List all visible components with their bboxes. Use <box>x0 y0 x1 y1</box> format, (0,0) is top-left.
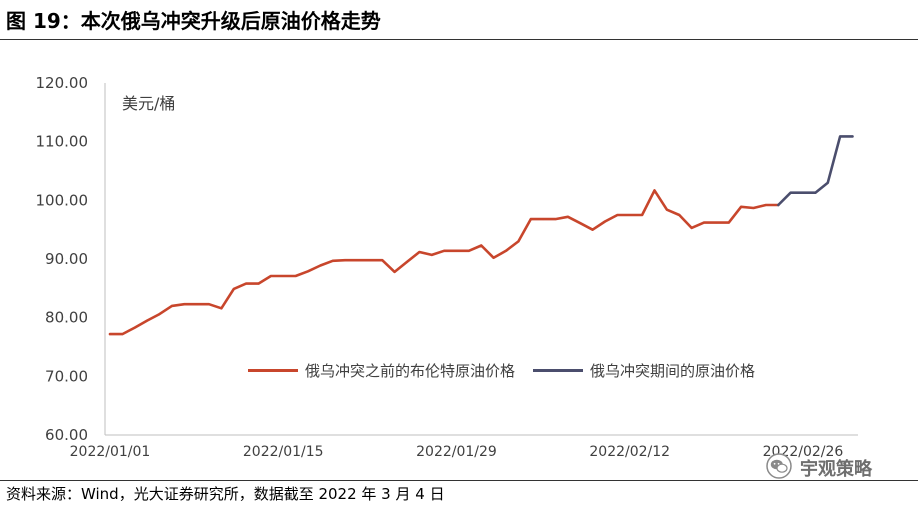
data-point <box>802 191 804 194</box>
data-point <box>319 264 322 267</box>
series-line-pre-conflict <box>108 189 780 336</box>
data-point <box>381 259 384 262</box>
y-tick-label: 100.00 <box>36 191 89 209</box>
y-tick-label: 120.00 <box>36 74 89 92</box>
data-point <box>307 270 309 273</box>
data-point <box>368 259 371 262</box>
legend-label-during-conflict: 俄乌冲突期间的原油价格 <box>590 361 756 380</box>
x-tick-label: 2022/01/15 <box>243 444 324 460</box>
y-tick-label: 60.00 <box>45 426 88 444</box>
data-point <box>690 226 693 229</box>
data-point <box>529 218 532 221</box>
wechat-icon <box>766 453 792 483</box>
watermark-text: 宇观策略 <box>800 459 872 480</box>
data-point <box>826 181 829 184</box>
x-tick-label: 2022/01/01 <box>70 444 151 460</box>
y-tick-label: 110.00 <box>36 133 89 151</box>
data-point <box>245 282 248 285</box>
data-point <box>269 275 272 277</box>
y-tick-label: 70.00 <box>45 367 88 385</box>
data-point <box>257 282 260 285</box>
data-point <box>146 319 149 322</box>
figure-title: 图 19：本次俄乌冲突升级后原油价格走势 <box>6 9 381 33</box>
y-tick-label: 80.00 <box>45 309 88 327</box>
data-point <box>616 214 619 216</box>
data-point <box>195 303 198 306</box>
data-point <box>467 249 470 252</box>
data-point <box>604 220 606 223</box>
legend-swatch-during-conflict <box>533 368 583 372</box>
data-point <box>294 275 297 277</box>
data-point <box>183 303 186 306</box>
data-point <box>393 270 396 273</box>
data-point <box>764 204 767 206</box>
data-point <box>715 221 718 224</box>
legend-item-pre-conflict: 俄乌冲突之前的布伦特原油价格 <box>248 360 515 380</box>
watermark: 宇观策略 <box>766 453 872 483</box>
data-point <box>492 256 495 259</box>
x-tick-label: 2022/02/12 <box>589 444 670 460</box>
data-point <box>628 214 631 216</box>
data-point <box>678 214 681 216</box>
data-point <box>133 326 136 329</box>
series-line-during-conflict <box>776 135 854 207</box>
data-point <box>554 218 557 221</box>
data-point <box>344 259 347 262</box>
data-point <box>517 240 520 243</box>
data-point <box>170 304 173 307</box>
data-point <box>777 204 780 206</box>
data-point <box>591 228 594 231</box>
data-point <box>566 215 569 218</box>
data-point <box>653 189 656 192</box>
legend-label-pre-conflict: 俄乌冲突之前的布伦特原油价格 <box>305 361 516 380</box>
data-point <box>839 135 842 138</box>
data-point <box>814 191 817 194</box>
legend-swatch-pre-conflict <box>248 368 298 372</box>
data-point <box>158 313 161 316</box>
source-rule <box>0 480 918 481</box>
data-point <box>455 249 458 252</box>
data-point <box>430 253 433 256</box>
data-point <box>789 191 792 194</box>
source-note: 资料来源：Wind，光大证券研究所，数据截至 2022 年 3 月 4 日 <box>6 485 445 503</box>
data-point <box>740 205 743 208</box>
data-point <box>406 260 408 263</box>
data-point <box>579 222 582 225</box>
data-point <box>121 333 124 336</box>
data-point <box>418 251 421 253</box>
data-point <box>851 135 854 138</box>
data-point <box>752 207 755 209</box>
data-point <box>443 249 446 252</box>
data-point <box>727 221 730 224</box>
y-tick-label: 90.00 <box>45 250 88 268</box>
data-point <box>331 259 334 262</box>
data-point <box>542 218 545 221</box>
data-point <box>480 244 483 247</box>
x-tick-label: 2022/01/29 <box>416 444 497 460</box>
title-rule <box>0 39 918 40</box>
data-point <box>282 275 285 277</box>
data-point <box>505 249 507 252</box>
y-unit-label: 美元/桶 <box>122 94 176 113</box>
data-point <box>703 221 705 224</box>
data-point <box>220 307 223 310</box>
data-point <box>356 259 359 262</box>
data-point <box>665 208 668 211</box>
data-point <box>109 333 111 336</box>
legend-item-during-conflict: 俄乌冲突期间的原油价格 <box>533 360 755 380</box>
data-point <box>641 214 644 216</box>
data-point <box>232 287 235 290</box>
data-point <box>208 303 210 306</box>
